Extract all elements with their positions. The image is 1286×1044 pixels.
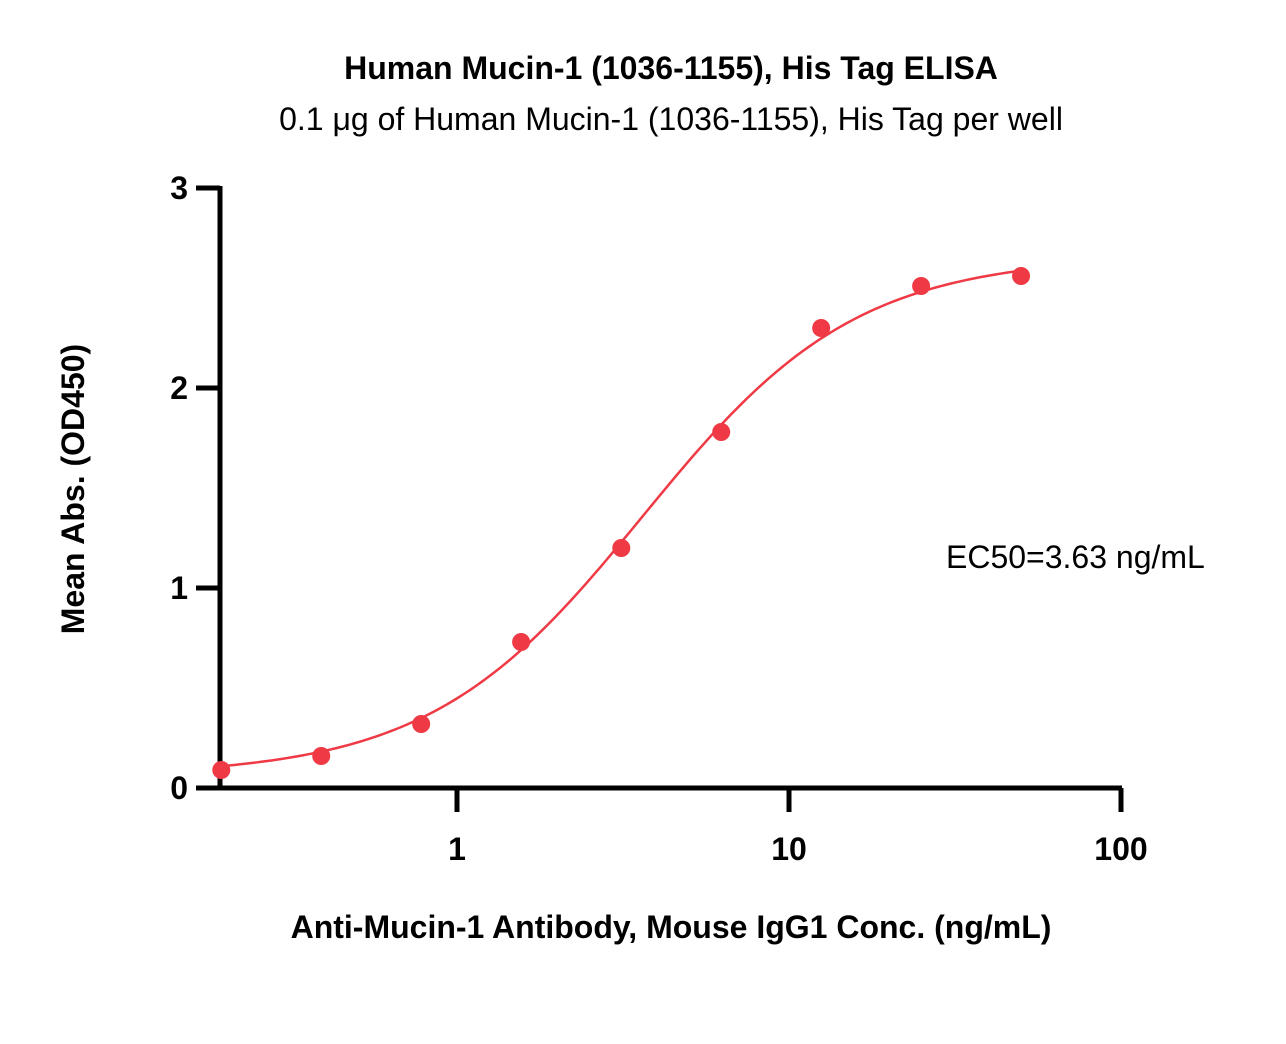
data-point: [712, 423, 731, 441]
x-axis-label: Anti-Mucin-1 Antibody, Mouse IgG1 Conc. …: [291, 909, 1052, 945]
y-tick-label: 3: [170, 170, 188, 206]
x-tick-label: 10: [771, 831, 807, 867]
data-point: [212, 761, 231, 779]
chart-subtitle: 0.1 μg of Human Mucin-1 (1036-1155), His…: [279, 101, 1063, 137]
data-point: [812, 319, 831, 337]
data-point: [312, 747, 331, 765]
y-tick-label: 1: [170, 570, 188, 606]
y-tick-label: 0: [170, 770, 188, 806]
x-tick-label: 100: [1094, 831, 1147, 867]
y-axis-label: Mean Abs. (OD450): [55, 344, 91, 634]
y-axis: 0 1 2 3: [170, 170, 223, 806]
data-point: [1012, 267, 1031, 285]
data-point: [412, 715, 431, 733]
y-tick-label: 2: [170, 370, 188, 406]
chart-title: Human Mucin-1 (1036-1155), His Tag ELISA: [344, 50, 998, 86]
ec50-annotation: EC50=3.63 ng/mL: [946, 539, 1205, 575]
x-axis: 1 10 100: [196, 785, 1148, 867]
data-point: [612, 539, 631, 557]
data-point: [912, 277, 931, 295]
data-point: [512, 633, 531, 651]
data-points: [212, 267, 1031, 779]
fit-curve: [221, 269, 1022, 768]
x-tick-label: 1: [448, 831, 466, 867]
